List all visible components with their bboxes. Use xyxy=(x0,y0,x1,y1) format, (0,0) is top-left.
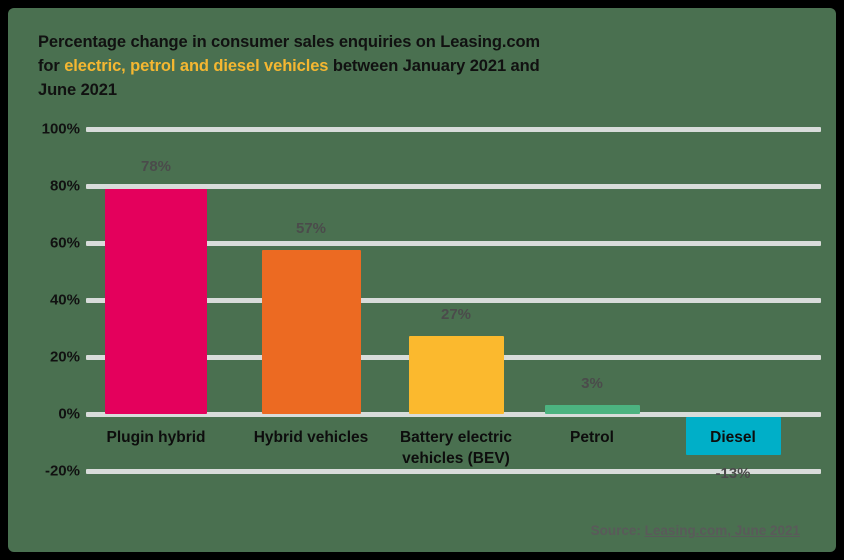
y-axis-tick-20: 20% xyxy=(49,348,80,366)
bar-diesel[interactable] xyxy=(686,417,781,455)
chart-title-line-3: June 2021 xyxy=(38,81,117,99)
y-axis-tick-40: 40% xyxy=(49,291,80,309)
gridline-40 xyxy=(86,298,821,303)
bar-plugin-hybrid[interactable] xyxy=(105,189,207,414)
bar-hybrid-vehicles[interactable] xyxy=(262,250,361,414)
source-note: Source: Leasing.com, June 2021 xyxy=(591,523,800,538)
y-axis-tick-minus20: -20% xyxy=(44,462,80,480)
gridline-0 xyxy=(86,412,821,417)
category-label-battery-electric-vehicles: Battery electric vehicles (BEV) xyxy=(399,429,512,467)
y-axis-tick-0: 0% xyxy=(58,405,80,423)
bar-petrol[interactable] xyxy=(545,405,640,414)
category-label-petrol: Petrol xyxy=(570,429,614,446)
category-label-hybrid-vehicles: Hybrid vehicles xyxy=(253,429,369,446)
chart-title-line-2-suffix: between January 2021 and xyxy=(328,57,540,75)
chart-title: Percentage change in consumer sales enqu… xyxy=(38,30,738,102)
chart-title-line-2: for electric, petrol and diesel vehicles… xyxy=(38,54,738,78)
bar-value-diesel: -13% xyxy=(715,465,751,482)
chart-title-line-2-prefix: for xyxy=(38,57,65,75)
bar-battery-electric-vehicles[interactable] xyxy=(409,336,504,414)
y-axis-tick-80: 80% xyxy=(49,177,80,195)
y-axis-tick-60: 60% xyxy=(49,234,80,252)
gridline-60 xyxy=(86,241,821,246)
category-label-diesel: Diesel xyxy=(710,429,756,446)
category-label-plugin-hybrid: Plugin hybrid xyxy=(106,429,206,446)
bar-value-petrol: 3% xyxy=(581,375,603,392)
bar-value-plugin-hybrid: 78% xyxy=(140,158,172,175)
bar-value-hybrid-vehicles: 57% xyxy=(295,220,327,237)
chart-card: Percentage change in consumer sales enqu… xyxy=(8,8,836,552)
bar-value-battery-electric-vehicles: 27% xyxy=(440,306,472,323)
chart-title-line-1: Percentage change in consumer sales enqu… xyxy=(38,33,541,51)
chart-title-highlight: electric, petrol and diesel vehicles xyxy=(64,57,329,75)
gridline-minus20 xyxy=(86,469,821,474)
source-link[interactable]: Leasing.com, June 2021 xyxy=(644,523,800,538)
gridline-80 xyxy=(86,184,821,189)
gridline-100 xyxy=(86,127,821,132)
plot-area: 100% 80% 60% 40% 20% 0% -20% 78% P xyxy=(8,8,836,552)
source-prefix: Source: xyxy=(590,523,645,538)
y-axis-tick-100: 100% xyxy=(41,120,80,138)
